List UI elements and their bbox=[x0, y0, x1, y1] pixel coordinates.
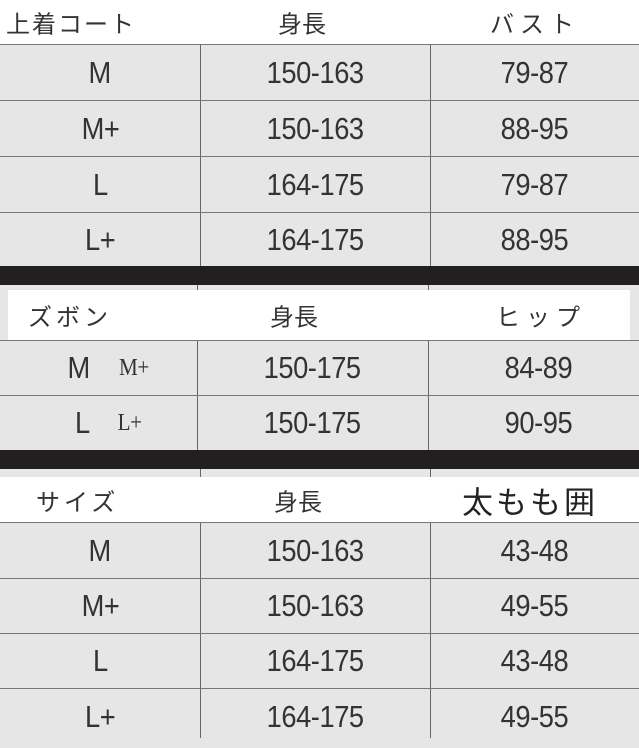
table-row: M+ 150-163 49-55 bbox=[0, 578, 639, 633]
size-header-label: サイズ bbox=[36, 488, 120, 516]
height-cell: 150-163 bbox=[266, 110, 364, 146]
size-cell: M bbox=[88, 532, 112, 568]
thigh-cell: 49-55 bbox=[500, 699, 569, 734]
thigh-table-header: サイズ 身長 太もも囲 bbox=[0, 477, 639, 522]
height-header-label: 身長 bbox=[270, 303, 318, 332]
height-cell: 150-163 bbox=[266, 532, 364, 568]
hip-header-label: ヒップ bbox=[496, 303, 586, 332]
column-divider bbox=[200, 44, 201, 266]
column-divider bbox=[430, 469, 431, 738]
thigh-cell: 49-55 bbox=[500, 588, 569, 623]
hip-cell: 90-95 bbox=[504, 405, 573, 440]
table-row: M 150-163 43-48 bbox=[0, 522, 639, 578]
height-cell: 164-175 bbox=[266, 166, 364, 202]
coat-header-label: 上着コート bbox=[6, 10, 136, 39]
table-row: M 150-163 79-87 bbox=[0, 44, 639, 100]
table-row: L 164-175 79-87 bbox=[0, 156, 639, 212]
table-row: L 164-175 43-48 bbox=[0, 633, 639, 688]
bust-cell: 88-95 bbox=[500, 221, 569, 257]
size-cell: M+ bbox=[81, 588, 119, 623]
height-cell: 150-175 bbox=[263, 405, 362, 440]
section-divider bbox=[0, 266, 639, 285]
height-header-label: 身長 bbox=[278, 10, 326, 39]
height-cell: 164-175 bbox=[266, 221, 364, 257]
size-cell: M bbox=[88, 54, 112, 90]
height-cell: 150-175 bbox=[263, 350, 362, 385]
size-cell: L L+ bbox=[74, 405, 143, 440]
column-divider bbox=[197, 285, 198, 450]
height-cell: 164-175 bbox=[266, 643, 364, 678]
size-cell: L+ bbox=[84, 221, 116, 257]
bust-header-label: バスト bbox=[490, 10, 580, 39]
table-row: M+ 150-163 88-95 bbox=[0, 100, 639, 156]
pants-table-header: ズボン 身長 ヒップ bbox=[8, 290, 630, 340]
height-header-label: 身長 bbox=[274, 488, 322, 516]
thigh-cell: 43-48 bbox=[500, 532, 569, 568]
size-cell: L bbox=[92, 166, 108, 202]
bust-cell: 79-87 bbox=[500, 54, 569, 90]
column-divider bbox=[430, 44, 431, 266]
size-cell: L+ bbox=[84, 699, 116, 734]
hip-cell: 84-89 bbox=[504, 350, 573, 385]
table-row: L L+ 150-175 90-95 bbox=[0, 395, 639, 450]
coat-table-header: 上着コート 身長 バスト bbox=[0, 0, 639, 44]
size-cell: M+ bbox=[81, 110, 119, 146]
thigh-header-label: 太もも囲 bbox=[462, 485, 598, 521]
pants-header-label: ズボン bbox=[28, 303, 112, 332]
thigh-cell: 43-48 bbox=[500, 643, 569, 678]
table-row: M M+ 150-175 84-89 bbox=[0, 340, 639, 395]
column-divider bbox=[428, 285, 429, 450]
table-row: L+ 164-175 49-55 bbox=[0, 688, 639, 748]
height-cell: 150-163 bbox=[266, 588, 364, 623]
height-cell: 164-175 bbox=[266, 699, 364, 734]
bust-cell: 79-87 bbox=[500, 166, 569, 202]
table-row: L+ 164-175 88-95 bbox=[0, 212, 639, 266]
bust-cell: 88-95 bbox=[500, 110, 569, 146]
height-cell: 150-163 bbox=[266, 54, 364, 90]
size-cell: M M+ bbox=[67, 350, 150, 385]
column-divider bbox=[200, 469, 201, 738]
section-divider bbox=[0, 450, 639, 469]
size-cell: L bbox=[92, 643, 108, 678]
